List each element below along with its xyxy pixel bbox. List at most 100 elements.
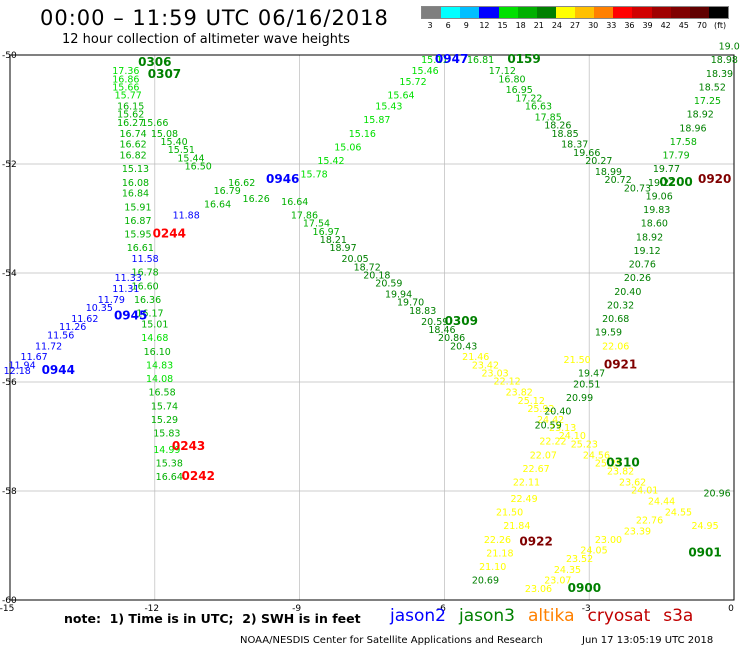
- swh-value-label: 18.72: [354, 262, 381, 273]
- swh-value-label: 20.76: [629, 260, 656, 271]
- swh-value-label: 22.49: [510, 494, 537, 505]
- pass-time-label: 0306: [138, 55, 171, 69]
- swh-value-label: 24.01: [631, 486, 658, 497]
- swh-value-label: 16.61: [127, 243, 154, 254]
- y-tick-label: -50: [2, 51, 17, 61]
- color-swatch: [555, 7, 575, 18]
- swh-value-label: 23.42: [472, 360, 499, 371]
- swh-value-label: 20.05: [342, 254, 369, 265]
- color-scale-bar: [421, 6, 729, 19]
- swh-value-label: 11.58: [132, 254, 159, 265]
- swh-value-label: 16.17: [136, 309, 163, 320]
- swh-value-label: 16.81: [467, 55, 494, 66]
- swh-value-label: 20.40: [614, 287, 641, 298]
- swh-value-label: 15.13: [122, 164, 149, 175]
- swh-value-label: 21.50: [564, 355, 591, 366]
- swh-value-label: 20.40: [544, 407, 571, 418]
- swh-value-label: 18.46: [428, 325, 455, 336]
- y-tick-label: -60: [2, 596, 17, 606]
- swh-value-label: 16.82: [119, 151, 146, 162]
- swh-value-label: 20.68: [602, 314, 629, 325]
- color-scale-label: 9: [463, 21, 469, 30]
- color-scale-label: 15: [497, 21, 508, 30]
- color-scale-label: 3: [427, 21, 433, 30]
- color-scale-label: 6: [445, 21, 451, 30]
- color-scale-label: 33: [606, 21, 617, 30]
- swh-value-label: 11.94: [8, 360, 35, 371]
- swh-value-label: 20.43: [450, 341, 477, 352]
- swh-value-label: 23.07: [544, 576, 571, 587]
- swh-value-label: 19.94: [385, 290, 412, 301]
- swh-value-label: 20.32: [607, 300, 634, 311]
- color-swatch: [498, 7, 518, 18]
- track-0309: 16.64 17.8617.5416.9718.2118.9720.0518.72…: [281, 197, 718, 532]
- axis-ticks: -15 -12 -9 -6 -3 0 -50 -52 -54 -56 -58 -60: [0, 51, 734, 614]
- pass-time-label: 0244: [153, 227, 186, 241]
- swh-value-label: 22.22: [539, 437, 566, 448]
- swh-value-label: 16.64: [204, 200, 231, 211]
- swh-value-label: 15.83: [153, 429, 180, 440]
- swh-value-label: 16.27: [117, 118, 144, 129]
- swh-value-label: 25.12: [518, 396, 545, 407]
- x-tick-label: -9: [292, 604, 301, 614]
- swh-value-label: 11.67: [21, 352, 48, 363]
- pass-time-label: 0901: [688, 545, 721, 559]
- swh-value-label: 15.08: [151, 129, 178, 140]
- swh-value-label: 16.74: [119, 129, 146, 140]
- swh-value-label: 24.56: [583, 450, 610, 461]
- color-scale-label: 24: [551, 21, 563, 30]
- swh-value-label: 16.50: [185, 161, 212, 172]
- swh-value-label: 16.79: [214, 186, 241, 197]
- swh-value-label: 24.55: [665, 508, 692, 519]
- footer-credit: NOAA/NESDIS Center for Satellite Applica…: [240, 635, 543, 646]
- swh-value-label: 20.69: [472, 576, 499, 587]
- footer-note: note: 1) Time is in UTC; 2) SWH is in fe…: [64, 611, 361, 626]
- swh-value-label: 16.36: [134, 295, 161, 306]
- swh-value-label: 17.12: [489, 66, 516, 77]
- grid-lines: [10, 55, 734, 600]
- swh-value-label: 19.12: [634, 246, 661, 257]
- swh-value-label: 15.11: [421, 55, 448, 66]
- swh-value-label: 15.74: [151, 401, 178, 412]
- swh-value-label: 19.22: [648, 178, 675, 189]
- swh-value-label: 15.40: [161, 137, 188, 148]
- swh-value-label: 11.72: [35, 341, 62, 352]
- color-scale-label: 36: [624, 21, 635, 30]
- swh-value-label: 16.26: [243, 194, 270, 205]
- color-swatch: [689, 7, 709, 18]
- color-swatch: [536, 7, 556, 18]
- pass-time-label: 0944: [42, 363, 75, 377]
- swh-value-label: 19.83: [643, 205, 670, 216]
- color-swatch: [479, 7, 499, 18]
- track-0922: 0922: [519, 535, 552, 549]
- swh-value-label: 17.79: [662, 151, 689, 162]
- pass-time-label: 0159: [507, 52, 540, 66]
- swh-value-label: 21.10: [479, 562, 506, 573]
- swh-value-label: 16.86: [112, 74, 139, 85]
- track-0946: 11.88 11.58 11.3311.3111.7910.3511.6211.26…: [8, 172, 299, 371]
- color-swatch: [460, 7, 480, 18]
- pass-time-label: 0946: [266, 172, 299, 186]
- pass-time-label: 0922: [519, 535, 552, 549]
- legend-s3a: s3a: [663, 606, 694, 626]
- x-tick-label: -15: [0, 604, 14, 614]
- swh-value-label: 23.82: [607, 467, 634, 478]
- swh-value-label: 10.35: [86, 303, 113, 314]
- swh-value-label: 15.95: [124, 230, 151, 241]
- track-0243: 0243: [172, 439, 205, 453]
- chart-subtitle: 12 hour collection of altimeter wave hei…: [62, 32, 350, 47]
- data-marks: 17.3616.8615.6615.7716.1515.6216.2716.74…: [4, 42, 740, 595]
- swh-value-label: 22.11: [513, 478, 540, 489]
- swh-value-label: 24.95: [691, 521, 718, 532]
- y-tick-label: -56: [2, 378, 17, 388]
- swh-value-label: 25.23: [571, 439, 598, 450]
- swh-value-label: 15.66: [141, 118, 168, 129]
- y-tick-label: -58: [2, 487, 17, 497]
- swh-value-label: 16.95: [506, 85, 533, 96]
- swh-value-label: 18.52: [699, 82, 726, 93]
- pass-time-label: 0243: [172, 439, 205, 453]
- swh-value-label: 23.82: [506, 388, 533, 399]
- color-scale-label: 45: [678, 21, 689, 30]
- plot-frame: [9, 54, 735, 601]
- track-0310: 0310: [606, 455, 639, 469]
